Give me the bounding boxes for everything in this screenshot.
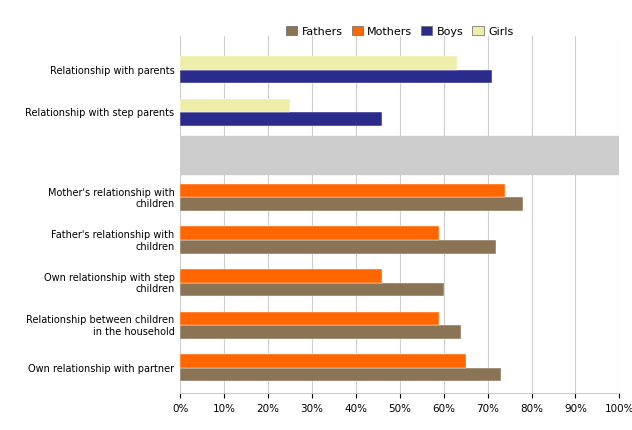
Bar bbox=[180, 269, 382, 283]
Bar bbox=[180, 113, 382, 126]
Bar bbox=[180, 71, 492, 84]
Bar bbox=[180, 326, 461, 339]
Bar bbox=[180, 57, 457, 71]
Bar bbox=[180, 312, 439, 326]
Bar bbox=[180, 198, 523, 212]
Bar bbox=[180, 240, 496, 254]
Bar bbox=[180, 354, 466, 368]
Bar bbox=[180, 368, 501, 381]
Bar bbox=[180, 227, 439, 240]
Legend: Fathers, Mothers, Boys, Girls: Fathers, Mothers, Boys, Girls bbox=[282, 22, 518, 42]
Bar bbox=[180, 283, 444, 297]
Bar bbox=[180, 99, 290, 113]
Bar bbox=[180, 136, 619, 175]
Bar bbox=[180, 184, 505, 198]
